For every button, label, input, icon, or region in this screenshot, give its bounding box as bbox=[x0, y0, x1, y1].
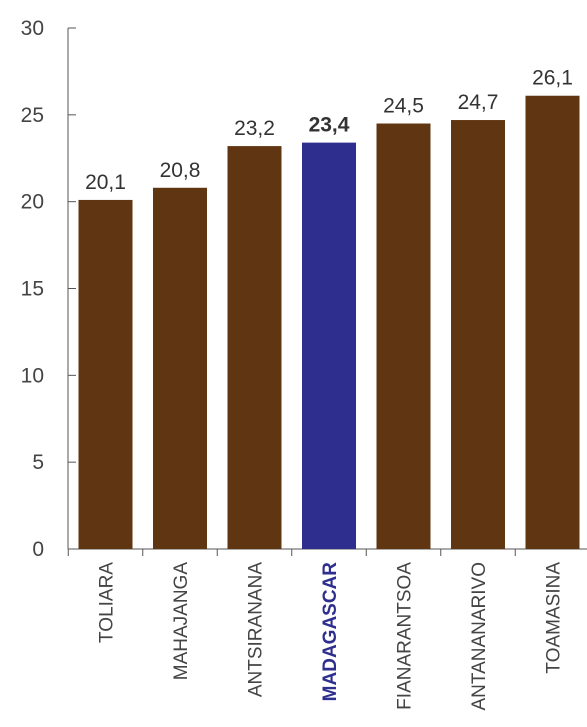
data-label-antsiranana: 23,2 bbox=[234, 117, 275, 140]
y-tick-label: 15 bbox=[21, 278, 44, 301]
y-tick-label: 20 bbox=[21, 191, 44, 214]
category-label-antsiranana: ANTSIRANANA bbox=[246, 562, 267, 697]
bar-toliara bbox=[78, 199, 133, 549]
bar-mahajanga bbox=[153, 187, 207, 550]
category-label-toamasina: TOAMASINA bbox=[544, 562, 565, 674]
y-tick-label: 25 bbox=[21, 104, 44, 127]
category-labels: TOLIARA MAHAJANGA ANTSIRANANA MADAGASCAR FIA… bbox=[97, 562, 565, 711]
bar-madagascar bbox=[302, 142, 356, 549]
data-label-antananarivo: 24,7 bbox=[458, 91, 499, 114]
data-label-toamasina: 26,1 bbox=[532, 67, 573, 90]
category-label-toliara: TOLIARA bbox=[97, 562, 118, 643]
y-tick-label: 5 bbox=[32, 451, 44, 474]
y-tick-label: 10 bbox=[21, 364, 44, 387]
data-label-fianarantsoa: 24,5 bbox=[383, 95, 424, 118]
y-tick-label: 0 bbox=[32, 538, 44, 561]
data-label-toliara: 20,1 bbox=[85, 171, 126, 194]
category-label-antananarivo: ANTANANARIVO bbox=[469, 562, 490, 711]
y-axis-ticks: 0 5 10 15 20 25 30 bbox=[21, 17, 76, 561]
bar-antsiranana bbox=[227, 146, 282, 550]
bar-toamasina bbox=[525, 95, 580, 549]
category-label-mahajanga: MAHAJANGA bbox=[171, 562, 192, 681]
y-tick-label: 30 bbox=[21, 17, 44, 40]
bar-antananarivo bbox=[451, 120, 505, 549]
data-labels: 20,1 20,8 23,2 23,4 24,5 24,7 26,1 bbox=[85, 67, 573, 194]
data-label-mahajanga: 20,8 bbox=[160, 159, 201, 182]
category-label-madagascar: MADAGASCAR bbox=[320, 562, 341, 702]
bar-fianarantsoa bbox=[376, 123, 431, 550]
bar-series bbox=[78, 95, 580, 550]
x-axis-ticks bbox=[67, 549, 516, 556]
category-label-fianarantsoa: FIANARANTSOA bbox=[395, 562, 416, 710]
data-label-madagascar: 23,4 bbox=[309, 114, 350, 137]
